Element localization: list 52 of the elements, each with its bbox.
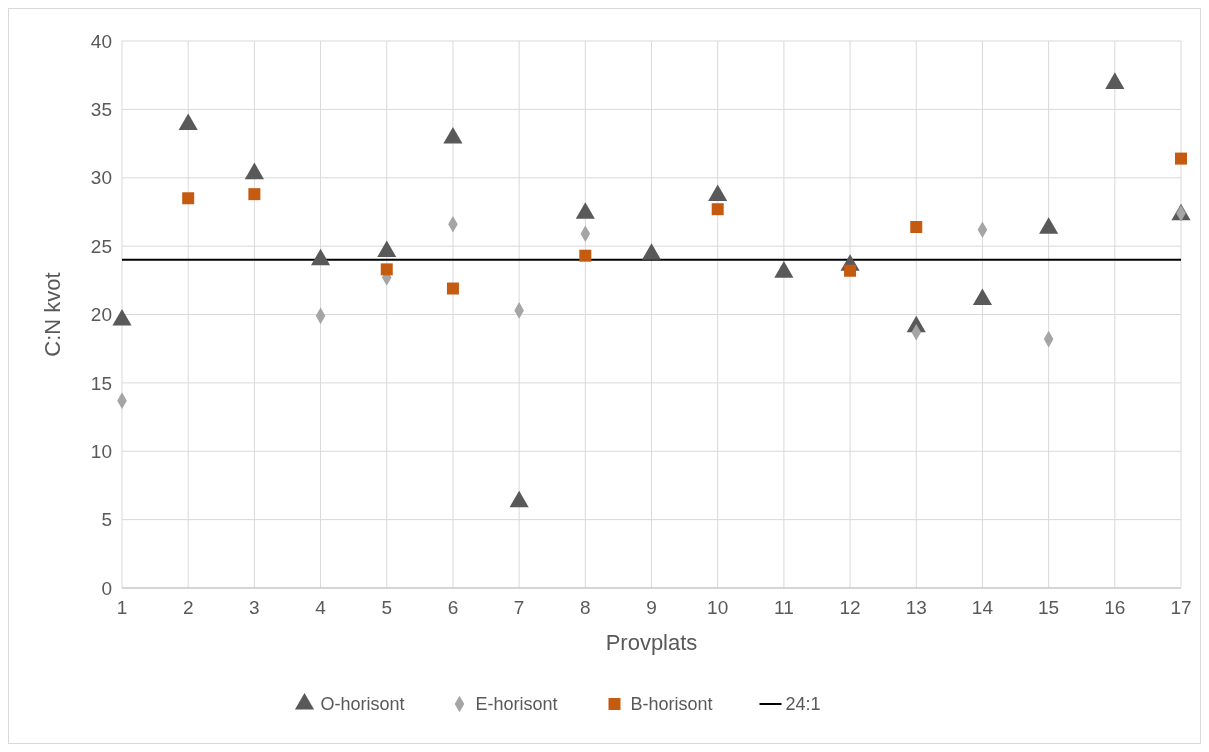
point [248, 188, 261, 201]
point [380, 263, 393, 276]
point [708, 184, 728, 202]
x-tick-label: 12 [839, 597, 861, 618]
y-tick-label: 30 [90, 167, 112, 189]
y-tick-label: 0 [101, 577, 112, 599]
point [910, 220, 923, 233]
x-axis-title: Provplats [605, 630, 698, 655]
y-tick-label: 40 [90, 30, 112, 52]
legend-label: E-horisont [475, 694, 558, 715]
x-tick-label: 17 [1170, 597, 1192, 618]
point [1105, 72, 1125, 89]
point [244, 162, 264, 180]
y-tick-label: 10 [90, 440, 112, 462]
point [711, 203, 724, 216]
y-tick-label: 25 [90, 235, 112, 257]
x-tick-label: 8 [580, 597, 591, 618]
x-tick-label: 5 [381, 597, 393, 618]
y-tick-label: 15 [90, 372, 112, 394]
point [579, 249, 592, 262]
point [377, 240, 397, 258]
x-tick-label: 3 [249, 597, 260, 618]
point [311, 248, 331, 266]
point [1039, 217, 1059, 234]
x-tick-label: 13 [905, 597, 927, 618]
x-tick-label: 11 [774, 597, 794, 618]
y-tick-label: 20 [90, 304, 112, 326]
legend-label: B-horisont [630, 694, 713, 715]
point [641, 243, 662, 260]
x-tick-label: 4 [315, 597, 327, 618]
x-tick-label: 1 [116, 597, 128, 618]
x-tick-label: 15 [1038, 597, 1060, 618]
legend-label: 24:1 [785, 694, 821, 715]
x-tick-label: 9 [646, 597, 657, 618]
x-tick-label: 10 [707, 597, 729, 618]
point [182, 192, 195, 205]
y-tick-label: 5 [101, 509, 112, 531]
legend-label: O-horisont [320, 694, 405, 715]
point [844, 264, 857, 277]
point [774, 261, 794, 278]
x-tick-label: 7 [513, 597, 525, 618]
point [443, 127, 463, 144]
point [446, 282, 459, 295]
y-axis-title: C:N kvot [40, 272, 65, 357]
x-tick-label: 2 [182, 597, 194, 618]
point [178, 113, 198, 130]
y-tick-label: 35 [90, 99, 112, 121]
point [1175, 152, 1187, 165]
x-tick-label: 6 [447, 597, 459, 618]
point [575, 202, 595, 219]
x-tick-label: 16 [1104, 597, 1126, 618]
x-tick-label: 14 [971, 597, 994, 618]
